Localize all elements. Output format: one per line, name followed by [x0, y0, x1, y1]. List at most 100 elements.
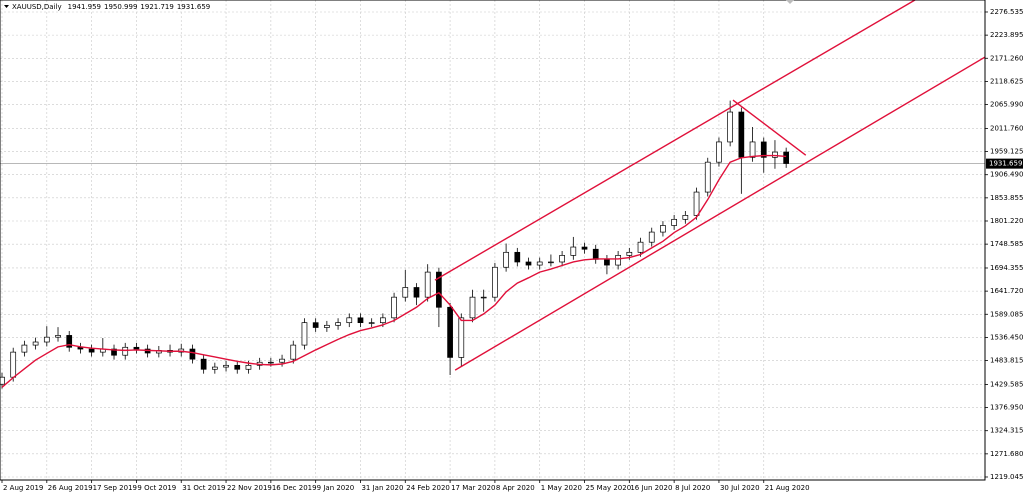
axes: 2276.535 2223.895 2171.260 2118.625 2065.990…	[1, 8, 1023, 492]
candle-body	[648, 231, 655, 243]
x-tick-label: 8 Apr 2020	[496, 484, 535, 492]
candle-body	[21, 344, 28, 353]
x-tick-label: 16 Dec 2019	[272, 484, 317, 492]
candle-body	[301, 322, 308, 346]
y-tick-label: 1906.490	[990, 171, 1023, 179]
candle-body	[234, 364, 241, 370]
candle-body	[268, 361, 274, 364]
chart-title: XAUUSD,Daily	[12, 3, 62, 11]
candle-body	[357, 317, 364, 324]
candle-body	[514, 251, 521, 263]
candle-body	[413, 287, 420, 298]
x-tick-label: 17 Sep 2019	[93, 484, 137, 492]
candle-body	[772, 151, 778, 158]
candle-body	[503, 251, 509, 268]
y-tick-label: 2171.260	[990, 54, 1023, 62]
shift-marker[interactable]	[786, 0, 794, 4]
y-tick-label: 1641.720	[990, 287, 1023, 295]
candle-body	[290, 344, 297, 360]
x-tick-label: 30 Jul 2020	[720, 484, 760, 492]
x-tick-label: 31 Oct 2019	[182, 484, 225, 492]
y-tick-label: 1483.815	[990, 357, 1023, 365]
x-tick-label: 8 Jul 2020	[675, 484, 710, 492]
candle-body	[223, 364, 229, 368]
candle-body	[682, 215, 689, 220]
candle-body	[660, 225, 666, 233]
y-tick-label: 2011.760	[990, 124, 1023, 132]
candle-body	[346, 317, 353, 324]
candle-body	[760, 141, 767, 158]
candle-body	[0, 376, 5, 385]
candle-body	[604, 258, 610, 266]
x-tick-label: 22 Nov 2019	[227, 484, 272, 492]
candle-body	[133, 346, 140, 350]
candle-body	[536, 261, 543, 266]
candle-body	[447, 306, 453, 358]
candle-body	[436, 271, 442, 308]
candle-body	[637, 241, 644, 253]
y-tick-label: 1429.585	[990, 380, 1023, 388]
current-price-label: 1931.659	[989, 160, 1022, 168]
x-tick-label: 17 Mar 2020	[451, 484, 495, 492]
candle-body	[32, 341, 39, 346]
x-tick-label: 16 Jun 2020	[630, 484, 672, 492]
y-tick-label: 1219.045	[990, 473, 1023, 481]
header-value: 1921.719	[140, 3, 173, 11]
x-tick-label: 1 May 2020	[541, 484, 582, 492]
y-tick-label: 1853.855	[990, 194, 1023, 202]
trendline	[732, 99, 807, 156]
candle-body	[548, 261, 554, 264]
y-tick-label: 1694.355	[990, 264, 1023, 272]
candle-body	[615, 255, 621, 266]
candle-body	[380, 317, 386, 324]
plot-frame	[0, 0, 986, 481]
y-tick-label: 1536.450	[990, 333, 1023, 341]
candle-body	[581, 246, 588, 250]
candle-body	[424, 271, 431, 298]
candle-body	[458, 317, 465, 358]
header-value: 1931.659	[177, 3, 210, 11]
candle-body	[391, 296, 397, 319]
candle-body	[43, 336, 50, 343]
candle-body	[200, 358, 207, 370]
candle-body	[279, 358, 285, 363]
candle-body	[211, 366, 218, 370]
y-tick-label: 2223.895	[990, 31, 1023, 39]
candle-body	[480, 296, 487, 299]
y-tick-label: 1271.680	[990, 450, 1023, 458]
trendline	[434, 0, 916, 281]
candle-body	[704, 161, 711, 193]
x-tick-label: 25 May 2020	[586, 484, 632, 492]
plot	[0, 0, 985, 389]
candle-body	[10, 351, 17, 378]
y-tick-label: 2118.625	[990, 77, 1023, 85]
menu-icon[interactable]	[4, 5, 9, 8]
y-tick-label: 1801.220	[990, 217, 1023, 225]
y-tick-label: 1959.125	[990, 148, 1023, 156]
candle-body	[402, 287, 409, 298]
y-tick-label: 2276.535	[990, 8, 1023, 16]
x-tick-label: 2 Aug 2019	[3, 484, 43, 492]
x-tick-label: 24 Feb 2020	[406, 484, 450, 492]
candle-body	[55, 335, 61, 338]
header-value: 1950.999	[104, 3, 137, 11]
candle-body	[335, 322, 341, 326]
candle-body	[189, 348, 196, 360]
y-tick-label: 2065.990	[990, 101, 1023, 109]
x-tick-label: 9 Jan 2020	[317, 484, 355, 492]
candle-body	[312, 322, 319, 328]
x-tick-label: 31 Jan 2020	[361, 484, 403, 492]
candle-body	[66, 335, 73, 348]
x-tick-label: 21 Aug 2020	[765, 484, 810, 492]
candle-body	[749, 141, 756, 158]
candle-body	[570, 246, 577, 256]
candle-body	[469, 296, 476, 319]
trendline	[454, 56, 985, 371]
header-value: 1941.959	[68, 3, 101, 11]
candle-body	[368, 322, 375, 324]
candle-body	[738, 111, 745, 158]
y-tick-label: 1748.585	[990, 240, 1023, 248]
candle-body	[492, 266, 498, 298]
candle-body	[626, 251, 633, 256]
